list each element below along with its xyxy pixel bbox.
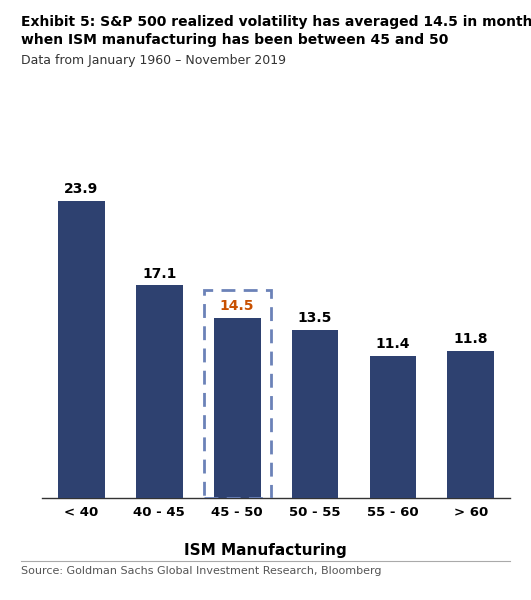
Text: 11.8: 11.8 [453,332,488,346]
Text: 11.4: 11.4 [376,337,410,352]
Text: 14.5: 14.5 [220,299,254,313]
Bar [292,330,338,498]
Text: Exhibit 5: S&P 500 realized volatility has averaged 14.5 in months: Exhibit 5: S&P 500 realized volatility h… [21,15,531,29]
Bar [448,352,494,498]
Bar [58,201,105,498]
Bar [370,356,416,498]
Text: Source: Goldman Sachs Global Investment Research, Bloomberg: Source: Goldman Sachs Global Investment … [21,566,382,576]
Text: Data from January 1960 – November 2019: Data from January 1960 – November 2019 [21,54,286,67]
Text: 17.1: 17.1 [142,266,176,280]
Bar [214,318,261,498]
Text: ISM Manufacturing: ISM Manufacturing [184,543,347,558]
Bar [136,286,183,498]
Text: 13.5: 13.5 [298,311,332,325]
Text: when ISM manufacturing has been between 45 and 50: when ISM manufacturing has been between … [21,33,449,47]
Text: 23.9: 23.9 [64,182,99,196]
